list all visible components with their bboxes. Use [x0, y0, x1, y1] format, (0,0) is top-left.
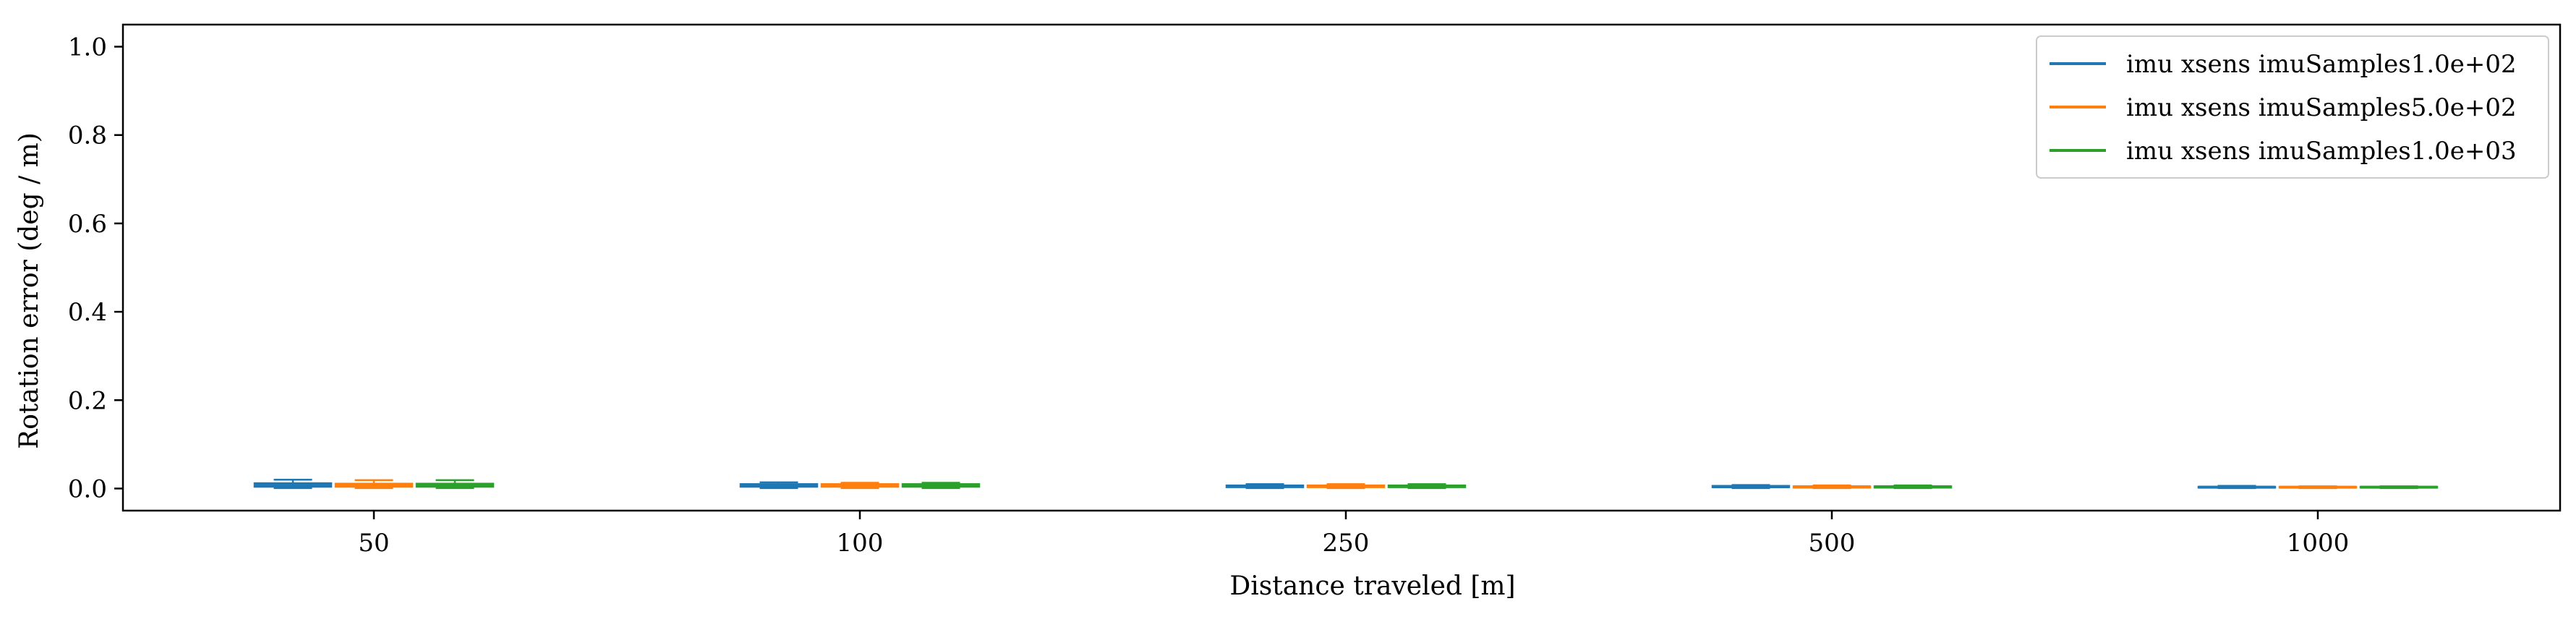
- box-mark: [334, 479, 414, 490]
- y-tick-label: 0.4: [68, 298, 107, 327]
- box-mark: [1387, 483, 1467, 490]
- legend-label: imu xsens imuSamples5.0e+02: [2126, 93, 2517, 122]
- plot-area: [121, 23, 2562, 512]
- legend-label: imu xsens imuSamples1.0e+03: [2126, 137, 2517, 166]
- series-group: [253, 478, 2277, 490]
- box-mark: [2359, 485, 2439, 490]
- y-tick-label: 0.8: [68, 122, 107, 150]
- box-mark: [739, 481, 819, 490]
- legend-entry: imu xsens imuSamples1.0e+02: [2050, 50, 2517, 79]
- x-tick-label: 50: [358, 529, 389, 558]
- series-group: [334, 479, 2358, 490]
- x-tick-label: 1000: [2287, 529, 2350, 558]
- x-tick-label: 100: [837, 529, 884, 558]
- x-axis: 50 100 250 500 1000: [358, 511, 2349, 558]
- box-mark: [415, 479, 495, 490]
- legend-label: imu xsens imuSamples1.0e+02: [2126, 50, 2517, 79]
- box-mark: [2278, 485, 2358, 490]
- legend: imu xsens imuSamples1.0e+02 imu xsens imu…: [2036, 35, 2549, 179]
- box-mark: [253, 478, 333, 490]
- box-mark: [2197, 485, 2277, 490]
- box-mark: [1873, 484, 1953, 490]
- x-tick-label: 500: [1809, 529, 1856, 558]
- y-axis: 0.0 0.2 0.4 0.6 0.8 1.0: [68, 33, 123, 503]
- legend-box: [2036, 35, 2549, 179]
- legend-entry: imu xsens imuSamples1.0e+03: [2050, 137, 2517, 166]
- x-axis-label: Distance traveled [m]: [1229, 571, 1515, 601]
- box-mark: [1792, 484, 1872, 490]
- box-mark: [901, 482, 981, 490]
- box-mark: [1306, 483, 1386, 490]
- y-tick-label: 1.0: [68, 33, 107, 62]
- y-tick-label: 0.6: [68, 210, 107, 239]
- x-tick-label: 250: [1323, 529, 1370, 558]
- series-group: [415, 479, 2439, 490]
- y-tick-label: 0.2: [68, 386, 107, 415]
- box-mark: [1711, 484, 1791, 490]
- box-mark: [820, 482, 900, 490]
- axes-frame: [121, 23, 2562, 512]
- y-axis-label: Rotation error (deg / m): [14, 132, 44, 449]
- legend-entry: imu xsens imuSamples5.0e+02: [2050, 93, 2517, 122]
- y-tick-label: 0.0: [68, 474, 107, 503]
- box-mark: [1225, 483, 1305, 490]
